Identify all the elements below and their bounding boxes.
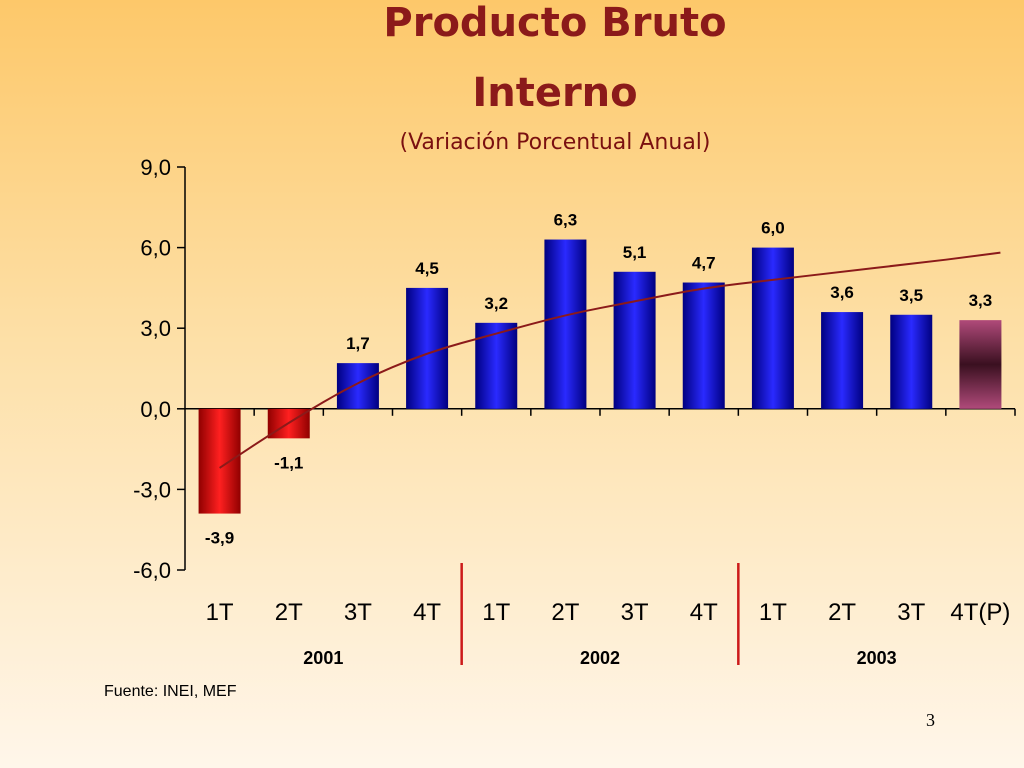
y-tick-label: 3,0 xyxy=(140,316,171,341)
category-label: 3T xyxy=(897,599,925,626)
data-label: 3,2 xyxy=(484,294,508,313)
data-label: -3,9 xyxy=(205,529,234,548)
data-label: 3,5 xyxy=(899,286,923,305)
data-label: 3,3 xyxy=(969,291,993,310)
page-number: 3 xyxy=(926,710,935,730)
category-label: 3T xyxy=(344,599,372,626)
year-label: 2001 xyxy=(303,648,343,668)
year-label: 2003 xyxy=(857,648,897,668)
y-tick-label: 0,0 xyxy=(140,397,171,422)
bar xyxy=(959,320,1002,409)
y-tick-label: 9,0 xyxy=(140,155,171,180)
bar xyxy=(682,282,725,409)
data-label: 6,3 xyxy=(554,211,578,230)
bar xyxy=(890,314,933,409)
category-label: 4T xyxy=(690,599,718,626)
data-label: 1,7 xyxy=(346,334,370,353)
bar xyxy=(544,239,587,409)
category-label: 1T xyxy=(206,599,234,626)
category-label: 4T xyxy=(413,599,441,626)
data-label: 6,0 xyxy=(761,219,785,238)
bar xyxy=(336,363,379,409)
category-label: 2T xyxy=(551,599,579,626)
chart-title-line2: Interno xyxy=(472,70,638,116)
category-label: 3T xyxy=(621,599,649,626)
bar xyxy=(821,312,864,409)
bar xyxy=(198,408,241,514)
category-label: 1T xyxy=(759,599,787,626)
data-label: 4,7 xyxy=(692,254,716,273)
category-label: 2T xyxy=(275,599,303,626)
year-label: 2002 xyxy=(580,648,620,668)
y-tick-label: 6,0 xyxy=(140,236,171,261)
data-label: -1,1 xyxy=(274,453,303,472)
y-tick-label: -6,0 xyxy=(133,558,171,583)
data-label: 4,5 xyxy=(415,259,439,278)
y-tick-label: -3,0 xyxy=(133,477,171,502)
category-label: 4T(P) xyxy=(950,599,1010,626)
bar xyxy=(613,271,656,409)
data-label: 5,1 xyxy=(623,243,647,262)
chart-title-line1: Producto Bruto xyxy=(383,0,727,46)
category-label: 1T xyxy=(482,599,510,626)
data-label: 3,6 xyxy=(830,283,854,302)
chart-subtitle: (Variación Porcentual Anual) xyxy=(399,130,711,155)
source-note: Fuente: INEI, MEF xyxy=(104,683,237,700)
trend-line xyxy=(219,251,1001,469)
bar xyxy=(475,322,518,409)
bar xyxy=(751,247,794,409)
category-label: 2T xyxy=(828,599,856,626)
